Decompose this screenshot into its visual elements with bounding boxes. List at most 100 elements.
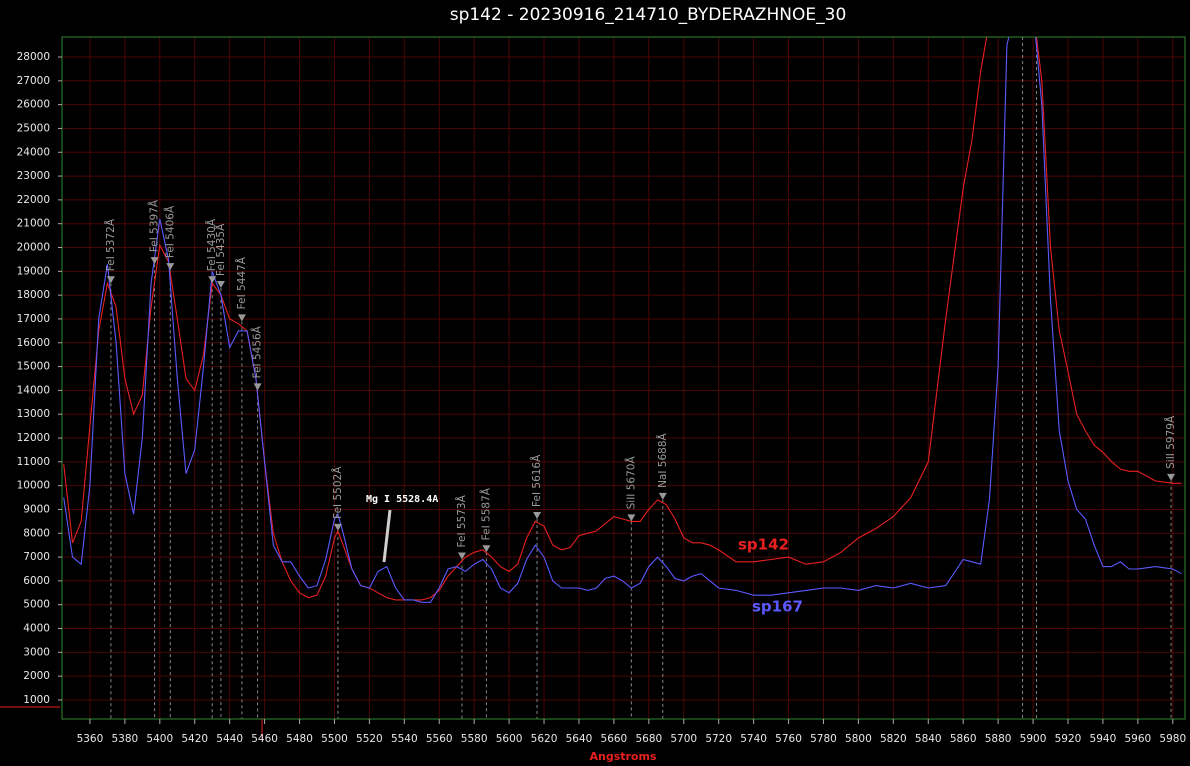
x-tick-label: 5720 [705, 733, 732, 745]
annotation-label: FeI 5456Å [251, 325, 264, 378]
annotation-label: NaI 5688Å [656, 432, 669, 487]
annotation-label: FeI 5587Å [479, 487, 492, 540]
x-tick-label: 5880 [985, 733, 1012, 745]
x-tick-label: 5900 [1020, 733, 1047, 745]
y-tick-label: 22000 [17, 194, 50, 206]
x-tick-label: 5940 [1090, 733, 1117, 745]
x-tick-label: 5700 [670, 733, 697, 745]
y-tick-label: 8000 [23, 527, 50, 539]
annotation-marker [216, 280, 225, 288]
y-tick-label: 20000 [17, 242, 50, 254]
x-tick-label: 5400 [146, 733, 173, 745]
y-tick-label: 2000 [23, 670, 50, 682]
annotation-marker [166, 263, 175, 271]
annotation-marker [208, 276, 217, 284]
x-tick-label: 5760 [775, 733, 802, 745]
y-tick-label: 23000 [17, 170, 50, 182]
x-tick-label: 5540 [391, 733, 418, 745]
note: Mg I 5528.4A [366, 494, 438, 505]
grid [62, 37, 1185, 719]
annotation-marker [627, 514, 636, 522]
annotation-marker [237, 314, 246, 322]
x-tick-label: 5860 [950, 733, 977, 745]
y-tick-label: 25000 [17, 122, 50, 134]
x-tick-label: 5460 [251, 733, 278, 745]
plot-area [63, 37, 1182, 719]
x-tick-label: 5440 [216, 733, 243, 745]
y-tick-label: 1000 [23, 694, 50, 706]
y-tick-label: 3000 [23, 646, 50, 658]
note-arrow [382, 509, 392, 563]
y-tick-label: 16000 [17, 337, 50, 349]
x-tick-label: 5640 [566, 733, 593, 745]
y-tick-label: 5000 [23, 599, 50, 611]
series-label: sp167 [752, 598, 803, 616]
x-axis-label: Angstroms [589, 750, 656, 763]
x-tick-label: 5820 [880, 733, 907, 745]
x-tick-label: 5620 [531, 733, 558, 745]
annotation-label: FeI 5573Å [455, 494, 468, 547]
y-tick-label: 4000 [23, 623, 50, 635]
annotation-label: FeI 5397Å [148, 199, 161, 252]
annotation-marker [106, 276, 115, 284]
y-tick-label: 14000 [17, 384, 50, 396]
y-tick-label: 24000 [17, 146, 50, 158]
y-tick-label: 19000 [17, 265, 50, 277]
annotation-label: FeI 5502Å [331, 466, 344, 519]
x-tick-label: 5480 [286, 733, 313, 745]
annotation-label: FeI 5447Å [235, 256, 248, 309]
annotation-marker [658, 492, 667, 500]
plot-border [61, 36, 1186, 720]
annotation-marker [457, 552, 466, 560]
annotation-label: SiII 5979Å [1164, 415, 1177, 469]
y-tick-label: 12000 [17, 432, 50, 444]
x-tick-label: 5740 [740, 733, 767, 745]
annotation-label: FeI 5372Å [104, 218, 117, 271]
annotation-marker [333, 523, 342, 531]
annotation-label: FeI 5430Å [205, 218, 218, 271]
x-tick-label: 5840 [915, 733, 942, 745]
y-tick-label: 13000 [17, 408, 50, 420]
x-tick-label: 5920 [1055, 733, 1082, 745]
x-tick-label: 5600 [496, 733, 523, 745]
annotation-label: FeI 5616Å [530, 454, 543, 507]
x-tick-label: 5960 [1124, 733, 1151, 745]
x-tick-label: 5360 [77, 733, 104, 745]
y-tick-label: 17000 [17, 313, 50, 325]
x-tick-label: 5680 [635, 733, 662, 745]
chart-title: sp142 - 20230916_214710_BYDERAZHNOE_30 [450, 5, 847, 25]
annotation-label: FeI 5406Å [163, 205, 176, 258]
x-tick-label: 5500 [321, 733, 348, 745]
y-tick-label: 7000 [23, 551, 50, 563]
y-tick-label: 6000 [23, 575, 50, 587]
series-line [63, 37, 1182, 603]
y-tick-label: 28000 [17, 51, 50, 63]
y-tick-label: 15000 [17, 361, 50, 373]
x-tick-label: 5520 [356, 733, 383, 745]
x-tick-label: 5980 [1159, 733, 1186, 745]
x-tick-label: 5660 [601, 733, 628, 745]
y-tick-label: 9000 [23, 503, 50, 515]
y-tick-label: 18000 [17, 289, 50, 301]
x-tick-label: 5580 [461, 733, 488, 745]
x-tick-label: 5380 [112, 733, 139, 745]
annotation-marker [533, 511, 542, 519]
annotation-marker [150, 257, 159, 265]
y-tick-label: 10000 [17, 480, 50, 492]
series-label: sp142 [738, 536, 789, 554]
annotation-label: SiII 5670Å [624, 456, 637, 510]
y-tick-label: 26000 [17, 99, 50, 111]
annotation-marker [1167, 473, 1176, 481]
x-tick-label: 5780 [810, 733, 837, 745]
y-tick-label: 27000 [17, 75, 50, 87]
x-tick-label: 5420 [181, 733, 208, 745]
annotation-marker [482, 545, 491, 553]
series-line [63, 37, 1182, 601]
y-tick-label: 21000 [17, 218, 50, 230]
y-tick-label: 11000 [17, 456, 50, 468]
x-tick-label: 5800 [845, 733, 872, 745]
annotation-label: FeI 5435Å [214, 223, 227, 276]
